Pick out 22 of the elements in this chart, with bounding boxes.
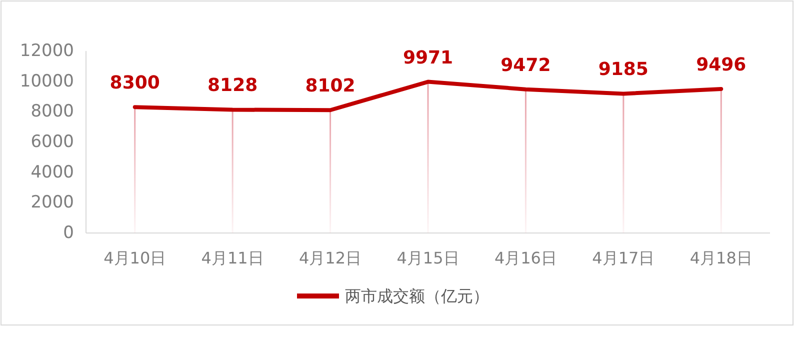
x-tick-label: 4月12日: [299, 248, 362, 268]
y-tick-label: 4000: [30, 162, 74, 182]
x-tick-label: 4月15日: [396, 248, 460, 268]
legend-label: 两市成交额（亿元）: [345, 286, 489, 306]
y-tick-label: 10000: [20, 71, 74, 92]
y-tick-label: 6000: [30, 132, 74, 152]
data-label: 9472: [500, 54, 551, 76]
data-label: 8300: [110, 72, 160, 94]
x-tick-label: 4月11日: [201, 248, 264, 268]
data-label: 9971: [402, 47, 454, 68]
y-tick-label: 12000: [20, 41, 74, 61]
y-tick-label: 0: [63, 223, 74, 243]
x-tick-label: 4月10日: [104, 248, 166, 268]
x-tick-label: 4月18日: [690, 248, 752, 268]
y-tick-label: 8000: [30, 102, 74, 122]
data-label: 9185: [598, 59, 648, 80]
y-tick-label: 2000: [30, 192, 74, 213]
x-tick-label: 4月17日: [592, 248, 655, 268]
data-label: 8102: [305, 76, 356, 97]
data-label: 8128: [208, 75, 258, 96]
data-label: 9496: [696, 54, 746, 76]
x-tick-label: 4月16日: [494, 248, 557, 268]
